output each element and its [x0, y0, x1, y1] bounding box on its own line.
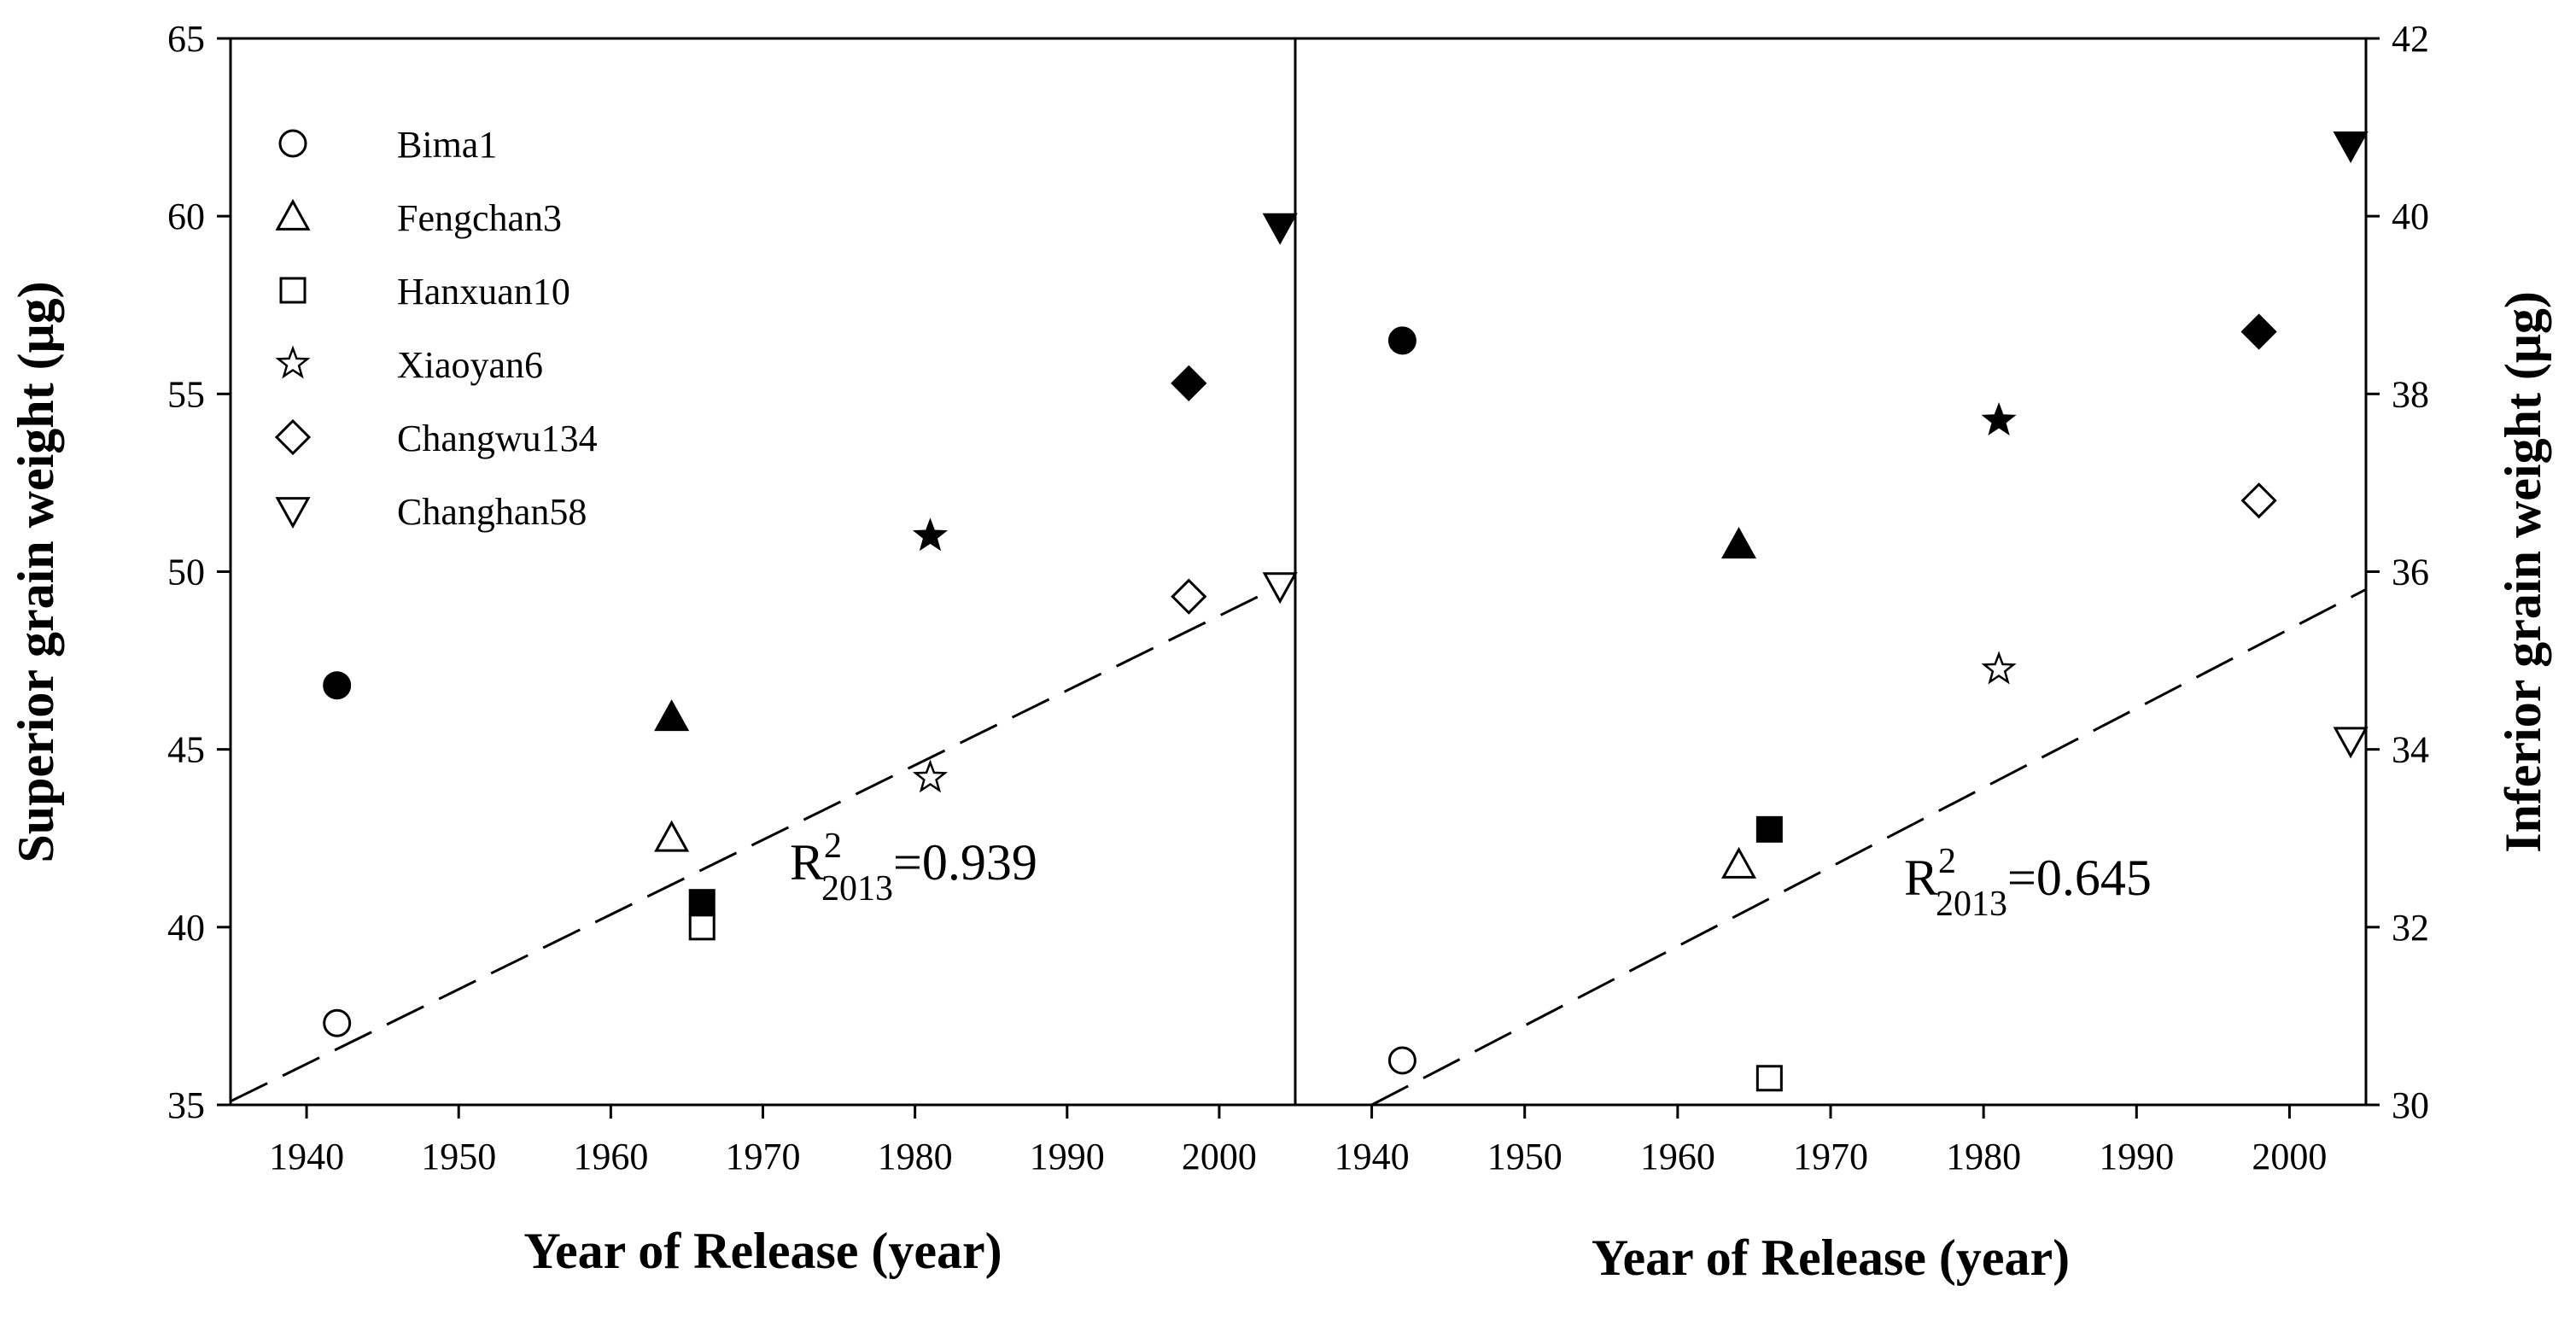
point-hanxuan10-open [1755, 1065, 1783, 1092]
legend-marker-hanxuan10 [279, 277, 307, 304]
point-fengchan3-open [654, 820, 690, 852]
point-xiaoyan6-filled [912, 517, 949, 552]
y-tick-label: 40 [167, 907, 205, 949]
r-squared-annotation: R2 2013=0.939 [790, 827, 1037, 908]
y-tick-label: 32 [2392, 907, 2429, 949]
point-hanxuan10-filled [1755, 815, 1783, 843]
point-changhan58-open [1262, 572, 1298, 605]
point-fengchan3-filled [1720, 527, 1757, 559]
point-bima1-open [323, 1008, 352, 1037]
plot-frame [229, 37, 1297, 1107]
point-changwu134-filled [2240, 313, 2277, 350]
r-squared-annotation: R2 2013=0.645 [1904, 842, 2152, 924]
y-tick-label: 34 [2392, 729, 2429, 771]
legend-label: Fengchan3 [397, 197, 562, 239]
point-changhan58-open [2333, 727, 2369, 759]
y-tick-label: 38 [2392, 373, 2429, 415]
point-changwu134-open [1171, 578, 1207, 615]
chart-panel-1: 1940 1950 1960 1970 1980 1990 2000 35 40 45 50 55 60… [8, 18, 1297, 1279]
point-bima1-open [1387, 1046, 1417, 1075]
y-tick-label: 42 [2392, 18, 2429, 60]
legend-marker-xiaoyan6 [275, 345, 311, 379]
legend-label: Changwu134 [397, 418, 598, 459]
y-tick-label: 36 [2392, 552, 2429, 593]
legend-marker-bima1 [278, 129, 307, 158]
x-tick-label: 1980 [878, 1136, 953, 1177]
regression-line [230, 584, 1281, 1103]
point-xiaoyan6-filled [1981, 402, 2017, 436]
r-label: R [1904, 850, 1938, 906]
point-bima1-filled [323, 671, 352, 700]
x-tick-label: 1980 [1946, 1136, 2021, 1177]
r-subscript: 2013 [821, 869, 893, 908]
x-tick-label: 1970 [1793, 1136, 1868, 1177]
r-subscript: 2013 [1936, 885, 2007, 924]
point-changwu134-filled [1171, 365, 1207, 401]
legend-label: Changhan58 [397, 491, 587, 533]
legend-label: Hanxuan10 [397, 271, 570, 313]
point-xiaoyan6-open [912, 759, 949, 793]
r-label: R [790, 834, 824, 891]
x-tick-label: 1990 [2099, 1136, 2174, 1177]
plot-frame [1294, 37, 2368, 1107]
x-axis-title: Year of Release (year) [523, 1223, 1002, 1279]
legend-label: Bima1 [397, 124, 497, 166]
y-axis-title: Superior grain weight (μg) [8, 281, 64, 862]
y-tick-label: 60 [167, 196, 205, 237]
legend-label: Xiaoyan6 [397, 344, 543, 386]
y-tick-label: 30 [2392, 1084, 2429, 1126]
x-tick-label: 1940 [269, 1136, 344, 1177]
legend-marker-changwu134 [274, 418, 312, 456]
x-tick-label: 1950 [1487, 1136, 1563, 1177]
point-bima1-filled [1387, 326, 1417, 355]
x-tick-label: 2000 [1182, 1136, 1257, 1177]
r-value: =0.939 [893, 834, 1037, 891]
point-hanxuan10-open [688, 914, 716, 941]
r-superscript: 2 [824, 827, 842, 866]
x-tick-label: 2000 [2252, 1136, 2327, 1177]
x-tick-label: 1960 [1640, 1136, 1715, 1177]
r-value: =0.645 [2007, 850, 2152, 906]
y-tick-label: 35 [167, 1084, 205, 1126]
legend-marker-fengchan3 [275, 198, 311, 231]
point-changhan58-filled [2333, 131, 2369, 163]
chart-panel-2: 1940 1950 1960 1970 1980 1990 2000 30 32 34 36 38 40… [1294, 18, 2551, 1286]
x-tick-label: 1970 [726, 1136, 801, 1177]
point-xiaoyan6-open [1981, 651, 2017, 685]
legend-marker-changhan58 [275, 497, 311, 529]
point-fengchan3-filled [654, 699, 690, 732]
legend: Bima1 Fengchan3 Hanxuan10 Xiaoyan6 Changwu13… [274, 124, 598, 533]
y-tick-label: 55 [167, 373, 205, 415]
point-fengchan3-open [1720, 846, 1757, 879]
y-tick-label: 50 [167, 552, 205, 593]
x-axis-title: Year of Release (year) [1592, 1230, 2070, 1286]
y-tick-label: 65 [167, 18, 205, 60]
x-tick-label: 1990 [1030, 1136, 1105, 1177]
y-axis-title: Inferior grain weight (μg) [2495, 291, 2551, 853]
x-tick-label: 1950 [421, 1136, 496, 1177]
point-hanxuan10-filled [688, 889, 716, 916]
x-tick-label: 1940 [1335, 1136, 1410, 1177]
r-superscript: 2 [1938, 842, 1956, 881]
y-tick-label: 45 [167, 729, 205, 771]
regression-line [1370, 587, 2367, 1107]
x-tick-label: 1960 [573, 1136, 648, 1177]
point-changwu134-open [2240, 482, 2277, 519]
point-changhan58-filled [1262, 213, 1298, 245]
y-tick-label: 40 [2392, 196, 2429, 237]
